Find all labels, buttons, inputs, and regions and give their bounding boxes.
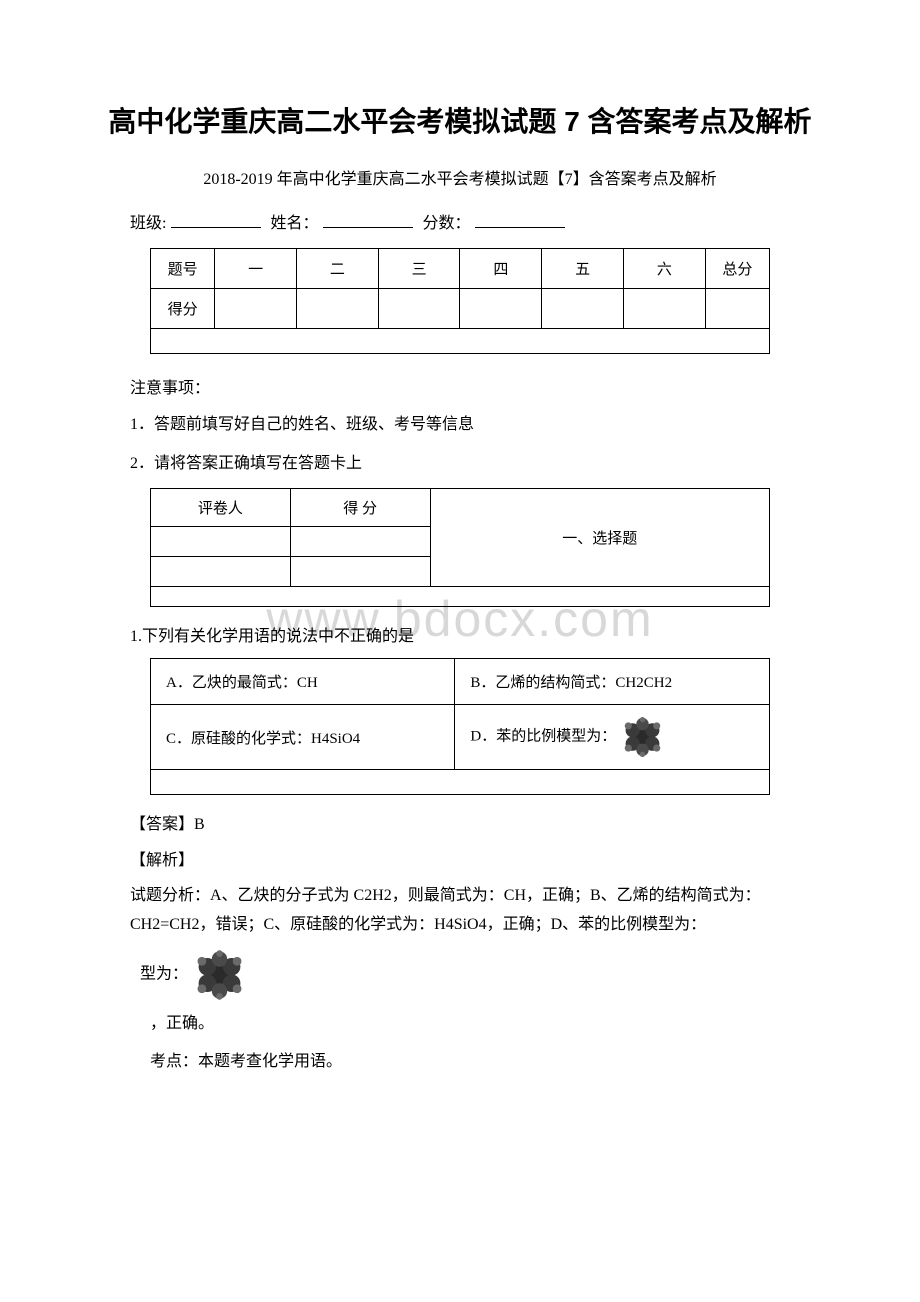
col-1: 一 — [215, 249, 297, 289]
score-cell — [542, 289, 624, 329]
section-name-cell: 一、选择题 — [430, 489, 769, 587]
name-label: 姓名： — [270, 215, 318, 232]
table-row: A．乙炔的最简式：CH B．乙烯的结构简式：CH2CH2 — [151, 659, 770, 705]
student-info-line: 班级: 姓名： 分数： — [100, 209, 820, 233]
empty-cell — [151, 557, 291, 587]
table-row — [151, 329, 770, 354]
col-4: 四 — [460, 249, 542, 289]
table-row — [151, 587, 770, 607]
benzene-model-icon — [192, 950, 247, 1000]
score-blank — [475, 227, 565, 228]
score-cell — [290, 527, 430, 557]
total-cell — [705, 289, 769, 329]
option-d: D．苯的比例模型为： — [455, 705, 770, 770]
section-header-table: 评卷人 得 分 一、选择题 — [150, 488, 770, 607]
name-blank — [323, 227, 413, 228]
grader-header: 评卷人 — [151, 489, 291, 527]
document-content: 高中化学重庆高二水平会考模拟试题 7 含答案考点及解析 2018-2019 年高… — [100, 100, 820, 1077]
analysis-text-2: ，正确。 — [100, 1010, 820, 1039]
grader-cell — [151, 527, 291, 557]
options-table: A．乙炔的最简式：CH B．乙烯的结构简式：CH2CH2 C．原硅酸的化学式：H… — [150, 658, 770, 795]
col-3: 三 — [378, 249, 460, 289]
table-row: 评卷人 得 分 一、选择题 — [151, 489, 770, 527]
question-1-stem: 1.下列有关化学用语的说法中不正确的是 — [100, 622, 820, 646]
notice-title: 注意事项： — [100, 374, 820, 398]
score-table: 题号 一 二 三 四 五 六 总分 得分 — [150, 248, 770, 354]
option-b: B．乙烯的结构简式：CH2CH2 — [455, 659, 770, 705]
col-2: 二 — [296, 249, 378, 289]
document-title: 高中化学重庆高二水平会考模拟试题 7 含答案考点及解析 — [100, 100, 820, 140]
empty-row — [151, 329, 770, 354]
answer-value: B — [194, 816, 205, 833]
benzene-model-icon — [620, 717, 665, 757]
table-row: 得分 — [151, 289, 770, 329]
score-cell — [623, 289, 705, 329]
class-blank — [171, 227, 261, 228]
score-cell — [378, 289, 460, 329]
notice-item-2: 2．请将答案正确填写在答题卡上 — [100, 449, 820, 473]
answer-label: 【答案】 — [130, 816, 194, 833]
empty-cell — [290, 557, 430, 587]
table-row: C．原硅酸的化学式：H4SiO4 D．苯的比例模型为： — [151, 705, 770, 770]
option-a: A．乙炔的最简式：CH — [151, 659, 455, 705]
table-row — [151, 770, 770, 795]
score-header: 得分 — [151, 289, 215, 329]
empty-row — [151, 770, 770, 795]
score-cell — [215, 289, 297, 329]
analysis-label: 【解析】 — [100, 846, 820, 870]
table-row: 题号 一 二 三 四 五 六 总分 — [151, 249, 770, 289]
score-cell — [460, 289, 542, 329]
analysis-text-1: 试题分析：A、乙炔的分子式为 C2H2，则最简式为：CH，正确；B、乙烯的结构简… — [100, 882, 820, 940]
document-subtitle: 2018-2019 年高中化学重庆高二水平会考模拟试题【7】含答案考点及解析 — [100, 165, 820, 189]
notice-item-1: 1．答题前填写好自己的姓名、班级、考号等信息 — [100, 410, 820, 434]
question-number-header: 题号 — [151, 249, 215, 289]
analysis-text-3: 考点：本题考查化学用语。 — [100, 1048, 820, 1077]
class-label: 班级: — [130, 215, 166, 232]
col-6: 六 — [623, 249, 705, 289]
score-cell — [296, 289, 378, 329]
col-5: 五 — [542, 249, 624, 289]
empty-row — [151, 587, 770, 607]
total-header: 总分 — [705, 249, 769, 289]
option-c: C．原硅酸的化学式：H4SiO4 — [151, 705, 455, 770]
option-d-text: D．苯的比例模型为： — [470, 728, 616, 744]
answer-line: 【答案】B — [100, 810, 820, 834]
analysis-benzene-model: 型为： — [100, 950, 820, 1000]
score-header: 得 分 — [290, 489, 430, 527]
score-label: 分数： — [422, 215, 470, 232]
